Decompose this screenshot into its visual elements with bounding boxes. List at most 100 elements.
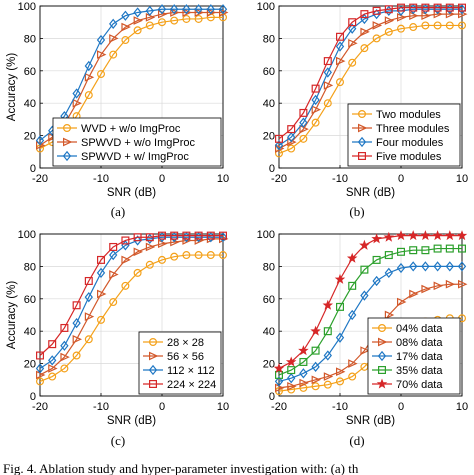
data-point <box>219 231 228 240</box>
data-point <box>287 144 296 153</box>
panel-caption: (d) <box>349 433 364 448</box>
data-point <box>121 255 131 265</box>
data-point <box>311 84 320 93</box>
data-point <box>274 140 284 151</box>
data-point <box>170 4 179 15</box>
legend-label: Three modules <box>376 123 450 135</box>
data-point <box>274 376 284 387</box>
series-line <box>278 8 462 146</box>
legend-item: 35% data <box>372 365 443 377</box>
data-point <box>323 57 332 66</box>
data-point <box>458 244 467 253</box>
data-point <box>372 6 381 15</box>
data-point <box>348 281 357 290</box>
series-line <box>39 11 223 146</box>
data-point <box>158 255 167 264</box>
legend-label: 56 × 56 <box>167 351 204 363</box>
data-point <box>421 246 430 255</box>
panel-caption: (a) <box>111 204 125 219</box>
legend-label: 04% data <box>396 323 443 335</box>
data-point <box>298 345 309 356</box>
legend-label: 08% data <box>396 337 443 349</box>
data-point <box>121 236 130 245</box>
data-point <box>348 18 357 27</box>
data-point <box>121 281 130 290</box>
data-point <box>323 67 332 78</box>
data-point <box>458 21 467 30</box>
y-axis-label: Accuracy (%) <box>6 53 18 122</box>
data-point <box>409 261 418 272</box>
legend-item: SPWVD + w/ ImgProc <box>57 150 189 163</box>
plot-frame <box>278 5 463 169</box>
legend-label: Four modules <box>376 137 444 149</box>
data-point <box>121 36 130 45</box>
data-point <box>397 24 406 33</box>
data-point <box>323 380 332 389</box>
data-point <box>311 346 320 355</box>
data-point <box>299 134 308 143</box>
data-point <box>219 8 229 17</box>
data-point <box>96 50 107 59</box>
data-point <box>96 315 105 324</box>
panel-caption: (c) <box>111 433 125 448</box>
data-point <box>182 8 192 17</box>
data-point <box>219 251 228 260</box>
data-point <box>145 5 154 17</box>
data-point <box>158 18 167 27</box>
legend: WVD + w/o ImgProc SPWVD + w/o ImgProc SPWV… <box>52 117 222 167</box>
y-tick-label: 60 <box>24 294 36 306</box>
y-tick-label: 100 <box>257 1 275 13</box>
data-point <box>371 233 382 244</box>
data-point <box>35 377 44 386</box>
data-point <box>421 21 430 30</box>
series-line <box>39 254 223 382</box>
panel-caption: (b) <box>349 204 364 219</box>
data-point <box>96 289 107 299</box>
data-point <box>84 72 95 82</box>
x-tick-label: 10 <box>456 401 468 413</box>
data-point <box>444 230 456 241</box>
x-tick-label: -10 <box>332 401 348 413</box>
y-tick-label: 80 <box>263 33 275 45</box>
series-spwvd-w-o-imgproc <box>35 8 229 150</box>
data-point <box>409 23 418 32</box>
chart-panel-d: 0 20 40 60 80 100 -20 -10 0 10 SNR (dB) (d) 04% data… <box>257 229 468 448</box>
data-point <box>336 377 345 386</box>
legend-marker <box>148 364 158 376</box>
series-two-modules <box>275 21 467 158</box>
data-point <box>336 367 346 377</box>
series-line <box>39 236 223 369</box>
data-point <box>72 98 83 108</box>
legend-marker <box>378 337 388 347</box>
data-point <box>323 350 332 361</box>
data-point <box>456 230 468 241</box>
data-point <box>336 302 345 311</box>
legend-item: Five modules <box>352 151 442 163</box>
series-70-data <box>273 230 468 373</box>
data-point <box>194 14 203 23</box>
x-tick-label: -10 <box>93 173 109 185</box>
legend-marker <box>62 150 72 162</box>
data-point <box>72 317 81 329</box>
data-point <box>182 4 191 15</box>
data-point <box>285 356 297 367</box>
series-line <box>278 265 462 382</box>
legend-item: 70% data <box>372 378 443 391</box>
data-point <box>35 351 44 360</box>
data-point <box>72 351 81 360</box>
data-point <box>311 94 320 106</box>
data-point <box>60 352 70 362</box>
legend: 28 × 28 56 × 56 112 × 112 224 × 224 <box>138 331 222 395</box>
data-point <box>348 359 358 368</box>
data-point <box>433 244 442 253</box>
legend: 04% data 08% data 17% data 35% data 70% data <box>367 317 461 395</box>
data-point <box>360 265 369 274</box>
data-point <box>35 363 45 374</box>
legend-marker <box>149 338 158 347</box>
data-point <box>145 21 154 30</box>
data-point <box>433 3 442 12</box>
data-point <box>84 292 93 303</box>
data-point <box>182 231 191 240</box>
data-point <box>121 10 130 21</box>
y-tick-label: 20 <box>263 359 275 371</box>
